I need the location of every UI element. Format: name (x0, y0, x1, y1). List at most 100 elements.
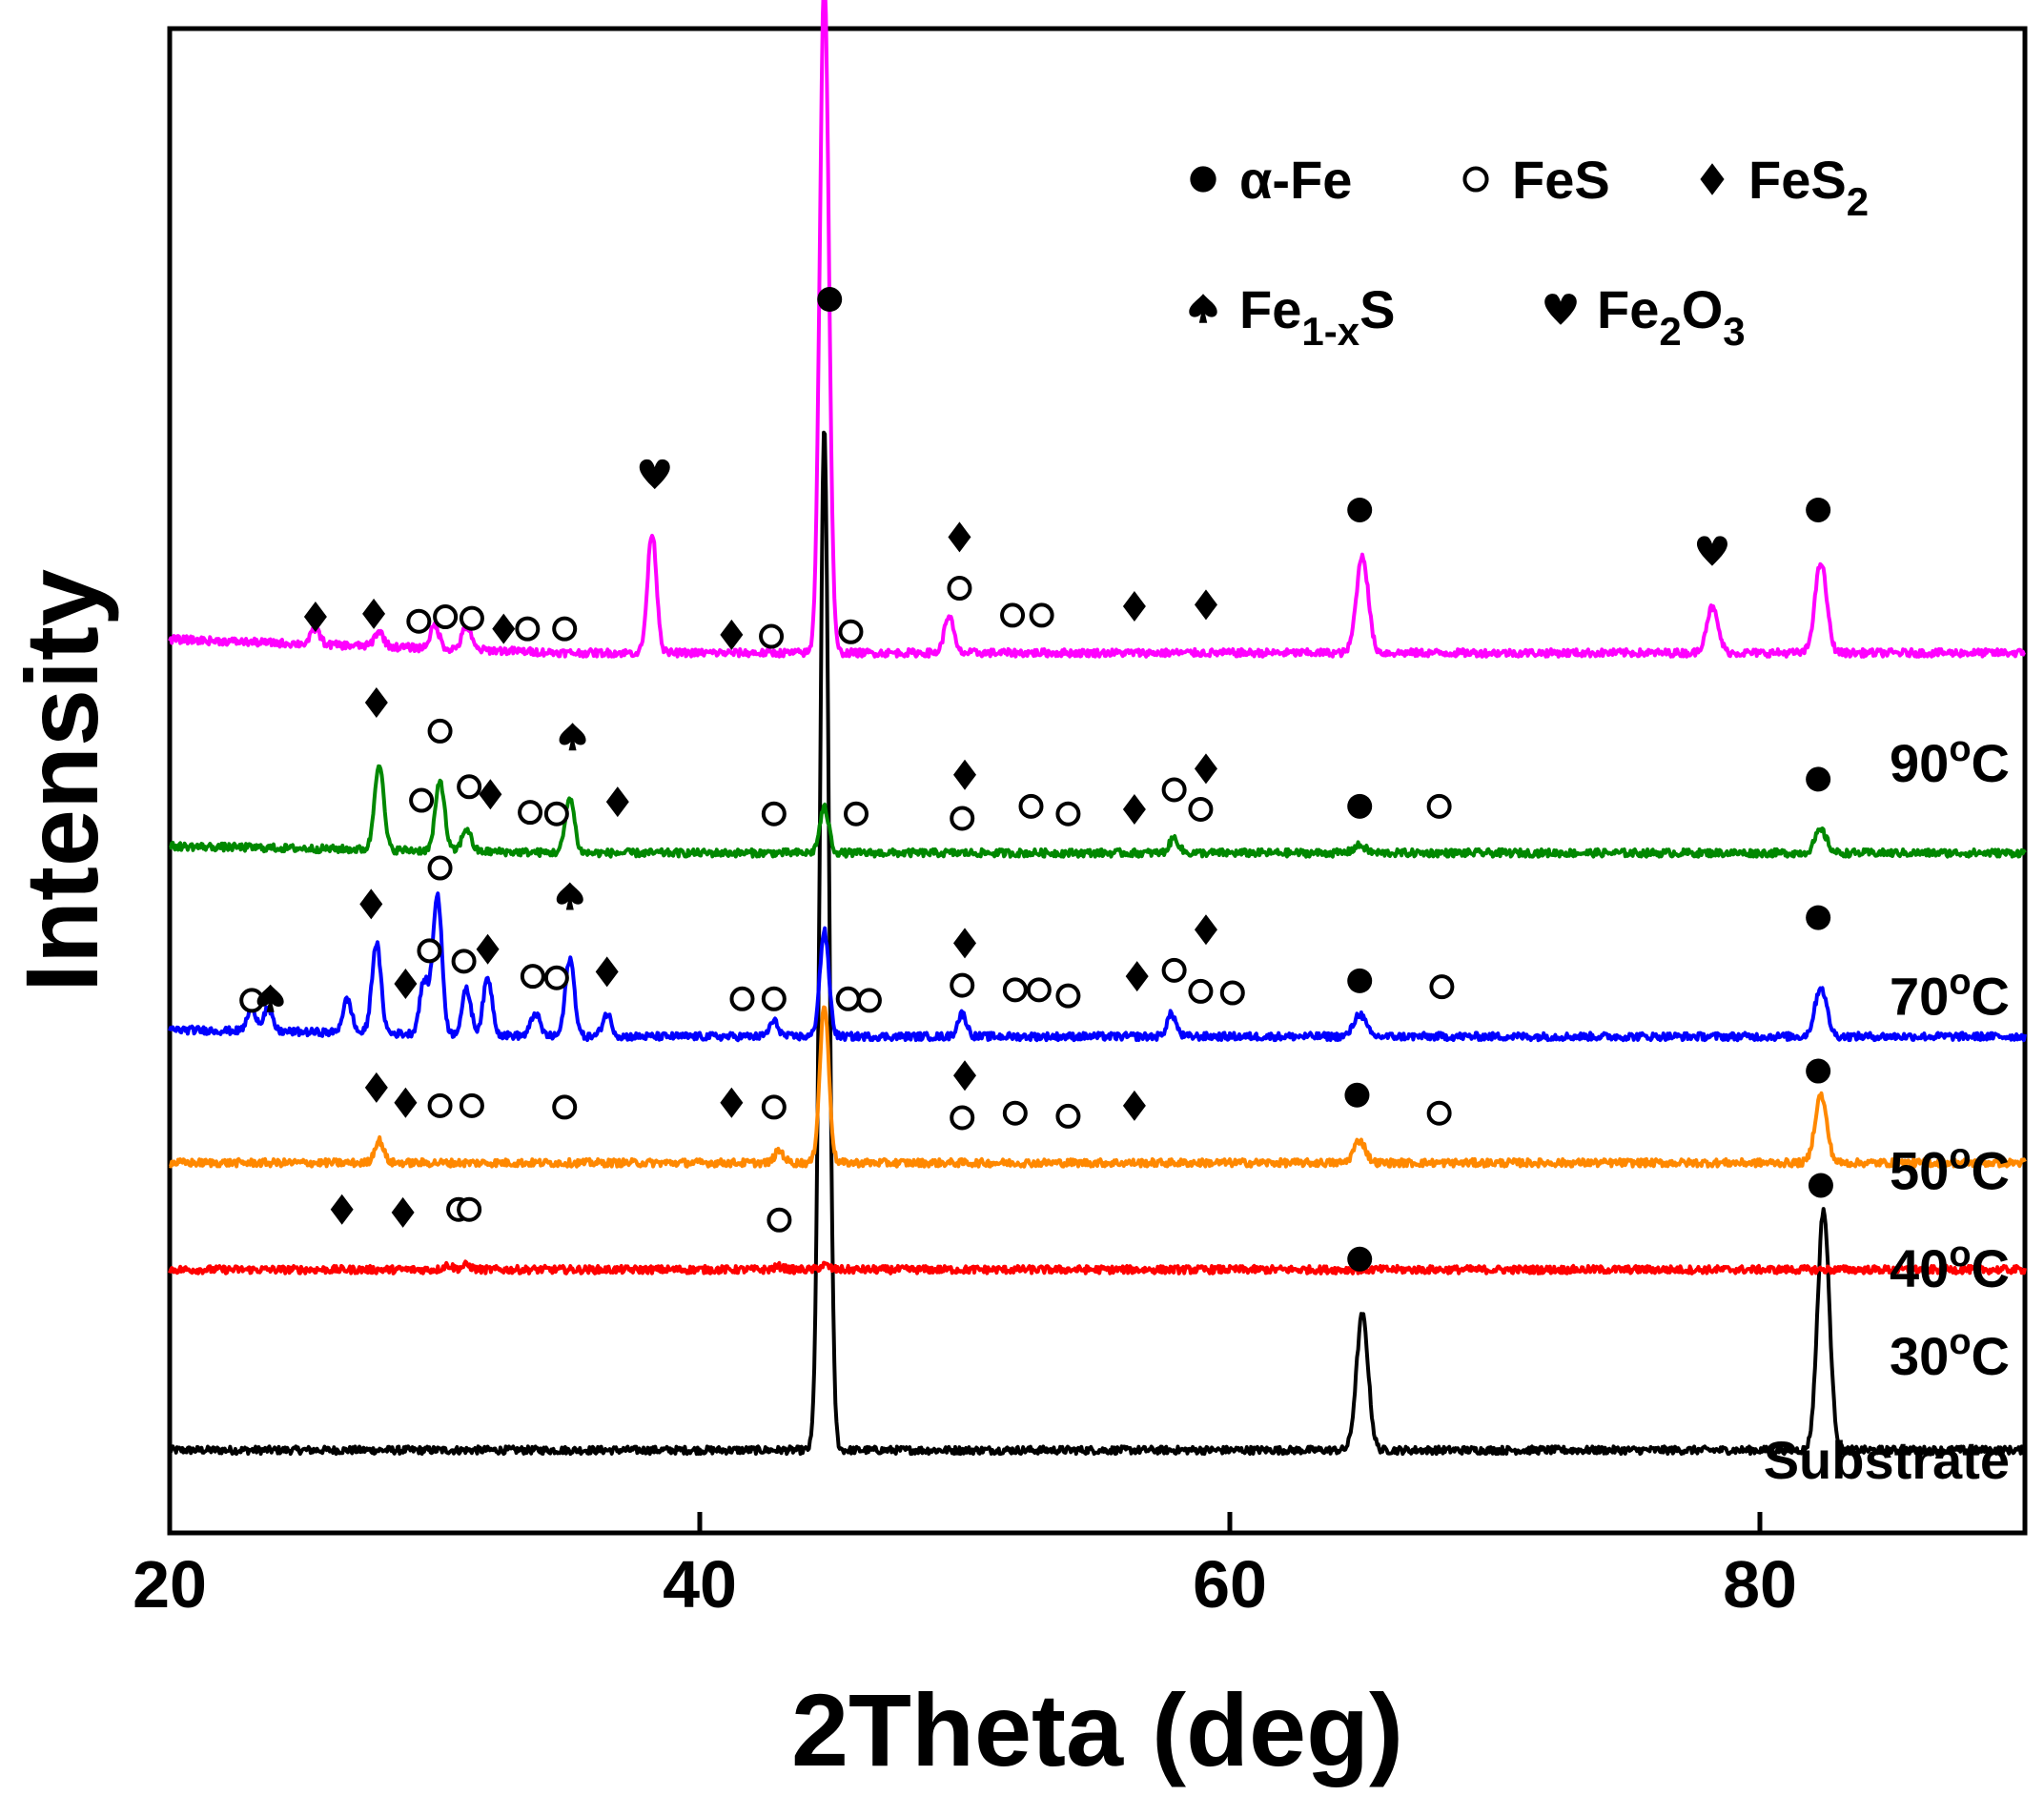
legend-fe1-xs-icon (1189, 294, 1217, 323)
marker-alpha-fe-substrate-1 (1347, 1246, 1373, 1272)
trace-30c (168, 1259, 2027, 1276)
marker-fes-50c-8 (520, 964, 545, 990)
marker-fes-70c-12 (950, 806, 975, 831)
marker-fes2-90c-2 (362, 598, 386, 629)
y-axis-title: Intensity (4, 569, 119, 992)
marker-fes-50c-15 (856, 988, 882, 1013)
marker-fes2-50c-7 (476, 933, 500, 965)
legend-item-fe1-xs: Fe1-xS (1189, 279, 1395, 354)
marker-fes-50c-20 (1055, 983, 1081, 1009)
x-tick-label-60: 60 (1193, 1547, 1267, 1622)
marker-fes-50c-4 (417, 938, 442, 964)
marker-fes2-40c-5 (720, 1087, 744, 1118)
legend-item-fes2: FeS2 (1700, 150, 1869, 224)
marker-fes-70c-18 (1188, 796, 1214, 822)
marker-fes-90c-8 (552, 616, 578, 642)
legend-label-fes2: FeS2 (1748, 150, 1869, 224)
marker-fes-40c-13 (1426, 1100, 1452, 1126)
marker-fes-70c-20 (1426, 793, 1452, 819)
marker-fes2-40c-11 (1122, 1090, 1146, 1121)
marker-fes-50c-14 (835, 986, 861, 1011)
marker-fes2-70c-0 (364, 686, 388, 718)
marker-fes2-30c-0 (330, 1194, 354, 1225)
marker-alpha-fe-70c-19 (1347, 793, 1373, 819)
marker-fes2-50c-11 (595, 956, 619, 988)
marker-fes2-40c-0 (364, 1071, 388, 1103)
marker-fes2-50c-23 (1194, 914, 1217, 946)
marker-fes-50c-9 (543, 965, 569, 990)
marker-fes-70c-10 (844, 801, 869, 827)
marker-fes-50c-19 (1026, 977, 1052, 1003)
marker-fes2-90c-1 (303, 601, 327, 632)
marker-fes2-90c-13 (948, 521, 971, 553)
marker-fes-90c-14 (947, 576, 972, 602)
trace-label-substrate: Substrate (1764, 1430, 2010, 1490)
marker-fes2-70c-15 (1122, 793, 1146, 825)
trace-label-90c: 90oC (1890, 729, 2010, 793)
marker-fes-40c-8 (950, 1105, 975, 1131)
marker-alpha-fe-70c-21 (1806, 766, 1831, 792)
marker-alpha-fe-40c-12 (1344, 1082, 1370, 1108)
marker-fes2-90c-6 (492, 613, 516, 644)
marker-fes-70c-2 (427, 718, 453, 744)
marker-fes2-50c-2 (359, 888, 383, 920)
marker-fes-90c-16 (1029, 602, 1054, 628)
marker-fes2-40c-1 (394, 1087, 418, 1118)
marker-fe2o3-90c-9 (639, 459, 670, 490)
marker-fes2-70c-17 (1194, 753, 1217, 785)
marker-fes-90c-7 (515, 616, 541, 642)
marker-fes-30c-4 (766, 1207, 792, 1233)
trace-40c (168, 1005, 2027, 1169)
marker-fes-90c-11 (759, 623, 785, 649)
trace-labels: Substrate 30oC 40oC 50oC 70oC 90oC (1764, 729, 2010, 1490)
trace-substrate (168, 430, 2027, 1457)
marker-fes-70c-13 (1018, 793, 1044, 819)
trace-50c (168, 891, 2027, 1043)
marker-fes-70c-6 (543, 801, 569, 827)
legend-label-fe2o3: Fe2O3 (1597, 279, 1746, 354)
marker-fes2-70c-4 (479, 779, 502, 810)
marker-fes-90c-3 (406, 608, 432, 634)
trace-70c (169, 764, 2027, 859)
marker-fes2-90c-17 (1122, 590, 1146, 622)
marker-fes-70c-16 (1161, 777, 1187, 803)
trace-label-40c: 40oC (1890, 1235, 2010, 1298)
marker-fes-50c-25 (1219, 980, 1245, 1006)
legend-fes-icon (1462, 166, 1489, 193)
phase-legend: α-Fe FeS FeS2 Fe1-xS Fe2O3 (1189, 150, 1869, 354)
marker-fes-40c-2 (427, 1092, 453, 1118)
legend-label-alpha-fe: α-Fe (1239, 150, 1352, 210)
trace-90c (168, 0, 2026, 659)
marker-fes-50c-24 (1188, 978, 1214, 1004)
marker-fes-50c-17 (950, 972, 975, 998)
plot-frame (167, 26, 2028, 1536)
marker-fes-70c-9 (761, 801, 787, 827)
trace-label-50c: 50oC (1890, 1136, 2010, 1200)
marker-fes2-30c-1 (391, 1196, 415, 1228)
legend-item-fe2o3: Fe2O3 (1544, 279, 1746, 354)
marker-fes2-50c-16 (953, 928, 976, 959)
xrd-traces (168, 0, 2027, 1457)
marker-fes2-90c-10 (720, 619, 744, 650)
marker-fes2-70c-11 (953, 759, 976, 790)
marker-alpha-fe-40c-14 (1806, 1058, 1831, 1084)
marker-fes2-90c-18 (1194, 589, 1217, 621)
marker-alpha-fe-substrate-2 (1808, 1173, 1833, 1198)
x-axis-title: 2Theta (deg) (791, 1672, 1403, 1787)
legend-label-fe1-xs: Fe1-xS (1239, 279, 1395, 354)
marker-alpha-fe-90c-19 (1347, 497, 1373, 522)
marker-fes-70c-5 (518, 800, 543, 826)
marker-fes-50c-22 (1161, 957, 1187, 983)
marker-fe2o3-90c-20 (1696, 536, 1727, 566)
marker-fe1-xs-50c-1 (256, 984, 284, 1012)
marker-fes-90c-4 (433, 603, 459, 629)
legend-label-fes: FeS (1512, 150, 1610, 210)
legend-fes2-icon (1700, 163, 1725, 195)
marker-fes-40c-6 (761, 1094, 787, 1120)
marker-fes-40c-9 (1002, 1100, 1028, 1126)
marker-fes-70c-14 (1055, 801, 1081, 827)
trace-label-30c: 30oC (1890, 1322, 2010, 1386)
marker-alpha-fe-substrate-0 (817, 287, 843, 313)
marker-fes2-50c-3 (394, 969, 418, 1000)
